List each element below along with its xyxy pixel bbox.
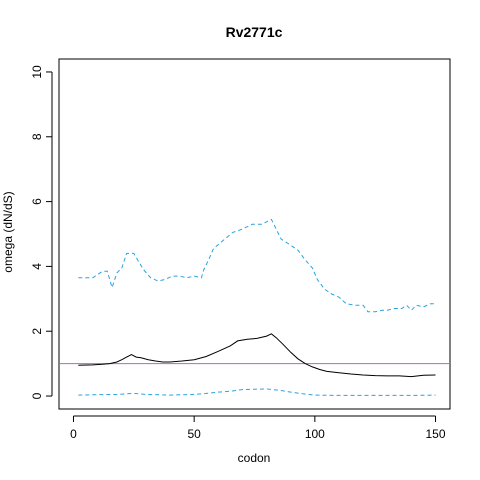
x-tick-label: 50 [187,427,201,441]
x-tick-label: 0 [70,427,77,441]
chart-title: Rv2771c [226,24,283,40]
x-tick-label: 150 [426,427,446,441]
x-tick-label: 100 [305,427,325,441]
y-tick-label: 10 [30,65,44,79]
y-tick-label: 0 [30,392,44,399]
y-tick-label: 8 [30,133,44,140]
x-axis-label: codon [238,451,271,465]
x-axis-ticks: 0 50 100 150 [70,416,446,441]
y-tick-label: 2 [30,328,44,335]
lower-bound-line [78,388,436,396]
upper-bound-line [78,218,436,313]
plot-frame [58,58,451,410]
y-axis-ticks: 0 2 4 6 8 10 [30,65,52,399]
omega-line [78,333,436,378]
y-tick-label: 6 [30,198,44,205]
y-axis-label: omega (dN/dS) [1,191,15,272]
series-group [78,218,436,396]
y-tick-label: 4 [30,263,44,270]
